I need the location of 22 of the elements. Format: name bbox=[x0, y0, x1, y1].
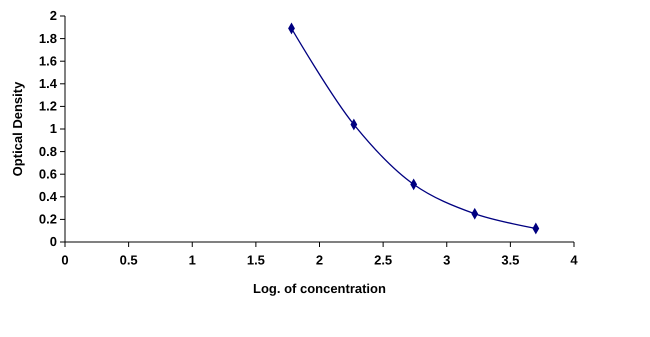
y-tick-label: 2 bbox=[50, 8, 57, 24]
x-tick-label: 1 bbox=[188, 252, 196, 268]
y-tick-label: 0.8 bbox=[38, 144, 57, 159]
x-tick-label: 2 bbox=[316, 252, 324, 268]
y-tick-label: 1.2 bbox=[38, 98, 57, 114]
x-tick-label: 4 bbox=[570, 252, 578, 268]
x-tick-label: 1.5 bbox=[246, 252, 265, 268]
y-tick-label: 0.6 bbox=[38, 166, 57, 182]
y-tick-label: 0.4 bbox=[38, 188, 58, 204]
x-tick-label: 3.5 bbox=[501, 252, 520, 268]
x-axis-title: Log. of concentration bbox=[253, 281, 386, 296]
y-tick-label: 1.6 bbox=[38, 53, 57, 68]
x-tick-label: 3 bbox=[443, 252, 450, 268]
y-tick-label: 0 bbox=[50, 234, 57, 250]
y-tick-label: 1.8 bbox=[38, 30, 57, 46]
y-tick-label: 0.2 bbox=[38, 212, 57, 227]
x-tick-label: 0 bbox=[61, 252, 69, 268]
x-tick-label: 2.5 bbox=[374, 252, 392, 268]
y-axis-title: Optical Density bbox=[10, 80, 25, 176]
y-tick-label: 1.4 bbox=[38, 76, 58, 91]
x-tick-label: 0.5 bbox=[120, 252, 138, 268]
y-tick-label: 1 bbox=[50, 121, 57, 136]
